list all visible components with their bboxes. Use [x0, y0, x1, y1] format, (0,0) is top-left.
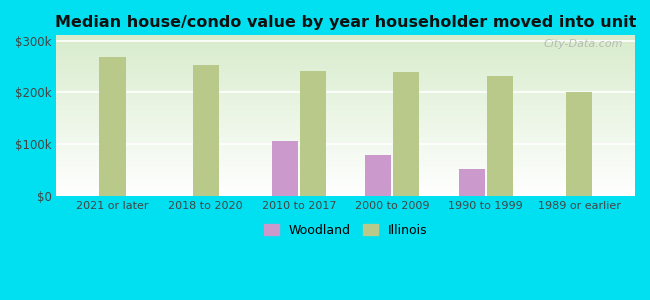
Text: City-Data.com: City-Data.com [544, 39, 623, 49]
Bar [393, 72, 419, 196]
Bar [272, 141, 298, 196]
Bar [487, 76, 513, 196]
Bar [300, 70, 326, 196]
Bar [459, 169, 485, 196]
Bar [99, 57, 125, 196]
Title: Median house/condo value by year householder moved into unit: Median house/condo value by year househo… [55, 15, 636, 30]
Bar [566, 92, 592, 196]
Legend: Woodland, Illinois: Woodland, Illinois [259, 219, 433, 242]
Bar [192, 65, 219, 196]
Bar [365, 155, 391, 196]
